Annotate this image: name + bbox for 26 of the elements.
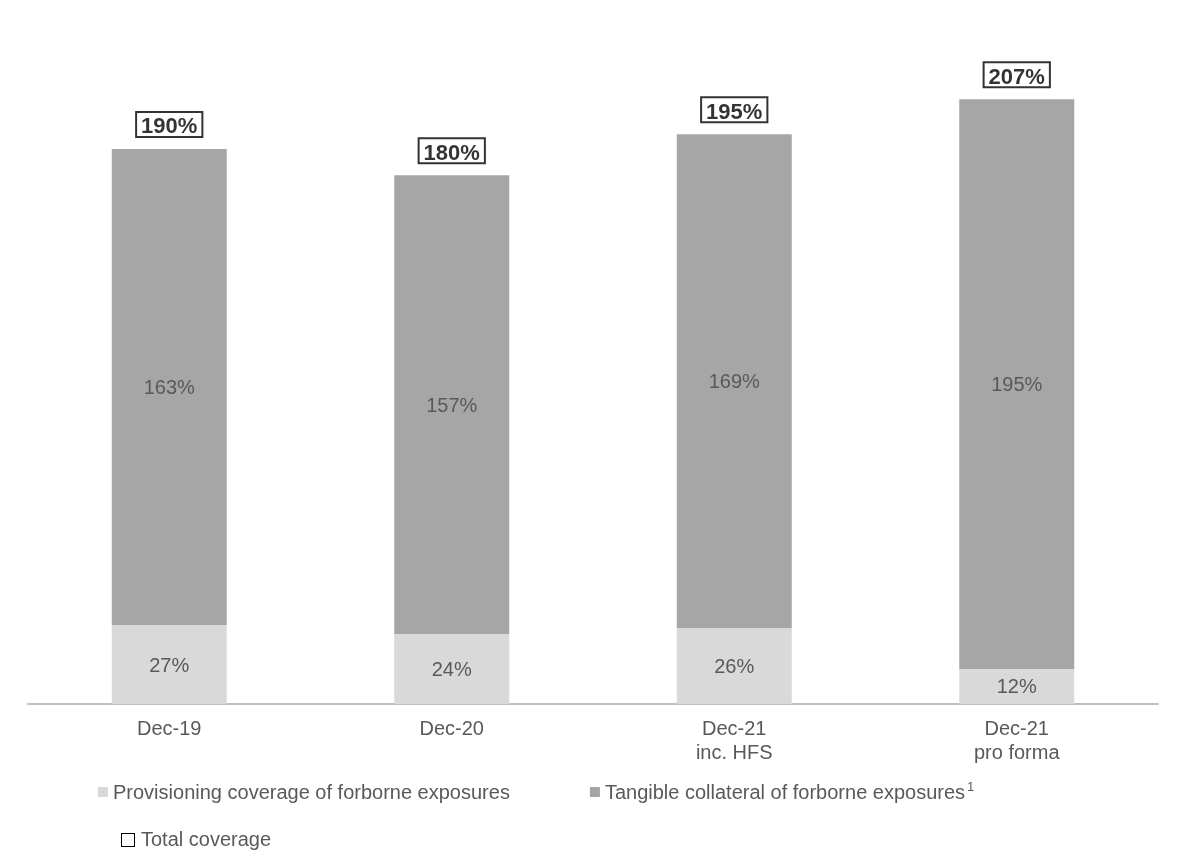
data-label: 27% <box>149 653 190 676</box>
data-label: 12% <box>996 675 1037 698</box>
total-label: 180% <box>423 139 480 165</box>
data-label: 163% <box>143 376 196 399</box>
bar <box>394 633 510 704</box>
bar <box>676 628 792 704</box>
legend-label: Provisioning coverage of forborne exposures <box>113 781 510 803</box>
bar <box>111 148 227 626</box>
x-tick-label: Dec-20 <box>419 717 484 739</box>
text: Total coverage <box>141 828 272 851</box>
total-label: 207% <box>988 63 1045 89</box>
data-label: 157% <box>426 393 478 416</box>
x-tick-label: Dec-21 inc. HFS <box>695 717 773 763</box>
bar <box>959 99 1075 669</box>
x-tick-label: Dec-19 <box>137 717 202 739</box>
bar <box>111 625 227 704</box>
total-label: 195% <box>706 98 763 124</box>
data-label: 169% <box>708 370 761 393</box>
bar <box>959 668 1075 704</box>
total-label: 190% <box>141 113 198 139</box>
data-label: 24% <box>431 657 472 680</box>
data-label: 195% <box>991 373 1043 396</box>
data-label: 26% <box>714 655 755 678</box>
bar <box>394 175 510 634</box>
x-tick-label: Dec-21 pro forma <box>973 717 1061 763</box>
bar <box>676 134 792 629</box>
